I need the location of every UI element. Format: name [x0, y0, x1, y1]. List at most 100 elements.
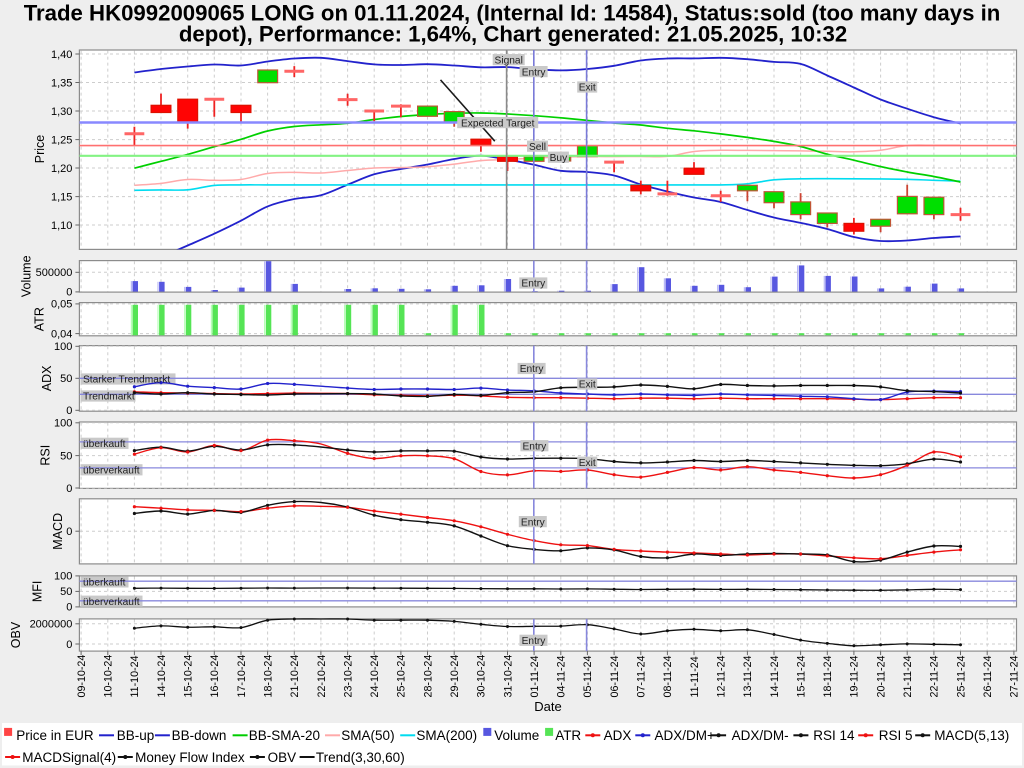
svg-text:Entry: Entry [520, 364, 545, 375]
svg-text:09-10-24: 09-10-24 [76, 655, 88, 698]
svg-text:08-11-24: 08-11-24 [662, 655, 674, 697]
svg-text:ADX/DM-: ADX/DM- [732, 728, 789, 743]
svg-text:ADX: ADX [604, 728, 632, 743]
svg-text:SMA(200): SMA(200) [416, 728, 477, 743]
svg-text:25-10-24: 25-10-24 [396, 655, 408, 698]
svg-text:Date: Date [534, 699, 561, 714]
svg-text:15-10-24: 15-10-24 [183, 655, 195, 698]
svg-text:OBV: OBV [9, 621, 23, 648]
svg-text:MFI: MFI [31, 581, 45, 603]
svg-text:14-11-24: 14-11-24 [769, 655, 781, 697]
svg-text:06-11-24: 06-11-24 [609, 655, 621, 697]
svg-text:RSI 5: RSI 5 [879, 728, 913, 743]
svg-text:Money Flow Index: Money Flow Index [135, 750, 245, 765]
svg-text:Entry: Entry [521, 517, 546, 528]
svg-text:Trade HK0992009065 LONG on 01.: Trade HK0992009065 LONG on 01.11.2024, (… [24, 1, 1001, 26]
svg-text:1,25: 1,25 [51, 134, 72, 146]
svg-text:Exit: Exit [579, 83, 596, 94]
svg-text:1,15: 1,15 [51, 191, 72, 203]
svg-text:Signal: Signal [495, 55, 523, 66]
svg-text:Entry: Entry [523, 441, 548, 452]
svg-text:ATR: ATR [555, 728, 581, 743]
svg-text:11-11-24: 11-11-24 [689, 656, 701, 697]
svg-text:26-11-24: 26-11-24 [982, 655, 994, 697]
svg-text:Volume: Volume [494, 728, 539, 743]
svg-text:28-10-24: 28-10-24 [422, 655, 434, 698]
svg-text:depot), Performance: 1,64%, Ch: depot), Performance: 1,64%, Chart genera… [179, 22, 847, 47]
svg-text:29-10-24: 29-10-24 [449, 655, 461, 698]
svg-text:12-11-24: 12-11-24 [716, 655, 728, 697]
svg-text:30-10-24: 30-10-24 [476, 655, 488, 698]
svg-text:18-10-24: 18-10-24 [262, 655, 274, 698]
svg-text:RSI 14: RSI 14 [813, 728, 855, 743]
svg-text:22-11-24: 22-11-24 [929, 655, 941, 697]
svg-text:2000000: 2000000 [30, 619, 73, 631]
svg-text:27-11-24: 27-11-24 [1009, 655, 1021, 697]
svg-text:BB-SMA-20: BB-SMA-20 [249, 728, 320, 743]
svg-text:01-11-24: 01-11-24 [529, 655, 541, 697]
svg-text:24-10-24: 24-10-24 [369, 655, 381, 698]
svg-text:0: 0 [66, 405, 72, 417]
svg-text:10-10-24: 10-10-24 [103, 655, 115, 698]
svg-text:16-10-24: 16-10-24 [209, 655, 221, 698]
svg-text:Entry: Entry [521, 279, 546, 290]
svg-text:ADX/DM+: ADX/DM+ [655, 728, 716, 743]
svg-text:MACD(5,13): MACD(5,13) [934, 728, 1009, 743]
svg-text:Exit: Exit [579, 380, 596, 391]
svg-text:1,20: 1,20 [51, 163, 72, 175]
svg-text:21-11-24: 21-11-24 [902, 655, 914, 697]
svg-text:22-10-24: 22-10-24 [316, 655, 328, 698]
svg-text:11-10-24: 11-10-24 [129, 655, 141, 697]
svg-text:BB-up: BB-up [117, 728, 155, 743]
svg-text:ATR: ATR [33, 307, 47, 331]
svg-text:überverkauft: überverkauft [83, 466, 140, 477]
svg-text:50: 50 [60, 373, 72, 385]
svg-text:0,04: 0,04 [51, 328, 72, 340]
svg-text:Entry: Entry [522, 636, 547, 647]
svg-text:0: 0 [66, 639, 72, 651]
svg-text:MACDSignal(4): MACDSignal(4) [22, 750, 116, 765]
svg-text:SMA(50): SMA(50) [341, 728, 394, 743]
svg-text:15-11-24: 15-11-24 [795, 655, 807, 697]
svg-text:RSI: RSI [39, 445, 53, 466]
svg-text:100: 100 [54, 571, 72, 583]
svg-text:überverkauft: überverkauft [83, 597, 140, 608]
svg-text:18-11-24: 18-11-24 [822, 655, 834, 697]
svg-text:17-10-24: 17-10-24 [236, 655, 248, 698]
svg-text:0,05: 0,05 [51, 299, 72, 311]
svg-text:07-11-24: 07-11-24 [636, 655, 648, 697]
svg-text:Price: Price [33, 135, 47, 164]
svg-text:50: 50 [60, 450, 72, 462]
svg-text:100: 100 [54, 418, 72, 430]
svg-text:1,30: 1,30 [51, 106, 72, 118]
svg-text:05-11-24: 05-11-24 [582, 655, 594, 697]
svg-text:überkauft: überkauft [83, 439, 126, 450]
svg-text:0: 0 [66, 287, 72, 299]
svg-text:100: 100 [54, 341, 72, 353]
svg-text:Entry: Entry [522, 67, 547, 78]
svg-text:0: 0 [66, 526, 72, 538]
svg-text:überkauft: überkauft [83, 578, 126, 589]
svg-text:1,10: 1,10 [51, 220, 72, 232]
svg-text:23-10-24: 23-10-24 [342, 655, 354, 698]
svg-text:25-11-24: 25-11-24 [955, 655, 967, 697]
svg-text:31-10-24: 31-10-24 [502, 655, 514, 698]
svg-text:Sell: Sell [529, 142, 546, 153]
svg-text:OBV: OBV [268, 750, 297, 765]
svg-text:Price in EUR: Price in EUR [16, 728, 94, 743]
svg-text:500000: 500000 [36, 267, 73, 279]
svg-text:MACD: MACD [51, 513, 65, 550]
svg-text:0: 0 [66, 483, 72, 495]
svg-text:Starker Trendmarkt: Starker Trendmarkt [83, 375, 170, 386]
svg-text:Buy: Buy [550, 153, 568, 164]
svg-text:ADX: ADX [40, 365, 54, 391]
svg-text:13-11-24: 13-11-24 [742, 655, 754, 697]
svg-text:50: 50 [60, 586, 72, 598]
svg-text:Trendmarkt: Trendmarkt [83, 392, 135, 403]
svg-text:BB-down: BB-down [172, 728, 227, 743]
svg-text:Expected Target: Expected Target [461, 118, 535, 129]
svg-text:14-10-24: 14-10-24 [156, 655, 168, 698]
svg-text:1,40: 1,40 [51, 49, 72, 61]
svg-text:Trend(3,30,60): Trend(3,30,60) [316, 750, 405, 765]
svg-text:0: 0 [66, 602, 72, 614]
